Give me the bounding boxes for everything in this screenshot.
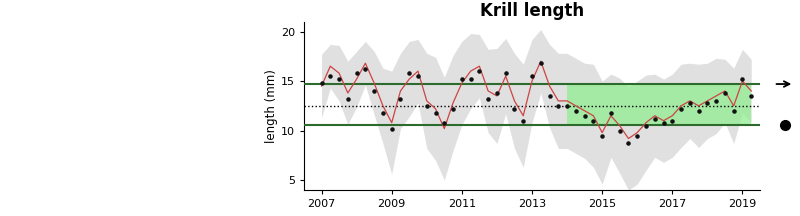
Point (315, 81, 328, 85)
Title: Krill length: Krill length (480, 2, 584, 20)
Point (570, 109, 582, 113)
Point (552, 104, 565, 108)
Point (455, 77, 468, 81)
Point (333, 77, 346, 81)
Point (464, 77, 477, 81)
Point (517, 119, 530, 122)
Point (359, 67, 372, 71)
Point (745, 94, 758, 98)
Point (473, 69, 486, 73)
Point (587, 119, 600, 122)
Point (394, 97, 407, 101)
Point (639, 124, 652, 127)
Point (701, 101, 714, 105)
Point (631, 134, 644, 137)
Point (534, 62, 547, 65)
Y-axis label: length (mm): length (mm) (265, 69, 278, 143)
Point (657, 121, 670, 124)
Point (508, 107, 521, 111)
Point (350, 71, 363, 75)
Point (368, 89, 381, 93)
Point (674, 107, 687, 111)
Point (446, 107, 459, 111)
Point (490, 91, 503, 95)
Point (420, 104, 433, 108)
Point (683, 101, 696, 105)
Point (578, 114, 591, 118)
Point (710, 99, 722, 103)
Point (727, 109, 740, 113)
Point (648, 117, 661, 121)
Point (718, 91, 731, 95)
Point (377, 111, 390, 114)
Point (411, 74, 424, 78)
Point (526, 74, 538, 78)
Point (666, 119, 678, 122)
Point (622, 141, 635, 144)
Point (342, 97, 354, 101)
Point (596, 134, 609, 137)
Point (499, 71, 512, 75)
Point (403, 71, 416, 75)
Point (736, 77, 749, 81)
Point (561, 104, 574, 108)
Point (543, 94, 556, 98)
Point (438, 121, 450, 124)
Point (614, 129, 626, 132)
Point (324, 74, 337, 78)
Point (429, 111, 442, 114)
Point (482, 97, 494, 101)
Point (692, 109, 705, 113)
Point (386, 127, 398, 130)
Point (605, 111, 618, 114)
